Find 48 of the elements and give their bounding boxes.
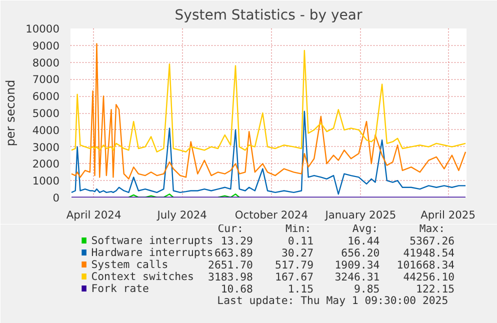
x-tick-label: April 2025 (420, 208, 476, 222)
x-tick-label: April 2024 (66, 208, 122, 222)
y-tick-label: 6000 (32, 90, 60, 104)
text: 2651.70 (208, 258, 253, 272)
y-tick-label: 10000 (26, 22, 60, 36)
y-axis-title: per second (4, 80, 18, 146)
text: 517.79 (275, 258, 314, 272)
line-series (70, 50, 466, 152)
y-tick-label: 9000 (32, 39, 60, 52)
y-tick-label: 1000 (32, 174, 60, 188)
text: 0.11 (288, 234, 314, 248)
text: 10.68 (220, 282, 253, 296)
text: 122.15 (416, 282, 455, 296)
y-tick-label: 4000 (32, 124, 60, 137)
legend-label: Context switches (91, 270, 194, 283)
y-tick-label: 7000 (32, 73, 60, 86)
text: 44256.10 (403, 270, 455, 284)
text: 9.85 (354, 282, 380, 296)
text: 3246.31 (334, 270, 380, 284)
line-series (70, 110, 466, 195)
y-tick-label: 3000 (32, 140, 60, 154)
chart-title: System Statistics - by year (174, 8, 362, 24)
y-tick-label: 0 (52, 192, 60, 204)
legend-label: Fork rate (91, 282, 149, 295)
x-tick-label: October 2024 (234, 208, 308, 222)
text: Avg: (352, 222, 378, 235)
text: 656.20 (341, 246, 380, 260)
x-tick-label: January 2025 (324, 208, 396, 222)
x-tick-label: July 2024 (156, 208, 208, 222)
legend-label: Hardware interrupts (91, 246, 214, 259)
y-tick-label: 8000 (32, 56, 60, 70)
legend-label: Software interrupts (91, 234, 214, 247)
text: 663.89 (214, 246, 253, 260)
y-tick-label: 5000 (32, 107, 60, 120)
legend-label: System calls (91, 258, 168, 271)
text: 1.15 (288, 282, 314, 296)
text: 16.44 (348, 234, 380, 248)
y-tick-label: 2000 (32, 158, 60, 171)
text: 3183.98 (208, 270, 253, 284)
text: 167.67 (275, 270, 314, 284)
text: Max: (419, 222, 445, 235)
text: 30.27 (281, 246, 314, 260)
text: 13.29 (220, 234, 253, 248)
text: 41948.54 (403, 246, 455, 260)
text: 101668.34 (396, 258, 455, 272)
text: 5367.26 (410, 234, 455, 248)
text: Last update: Thu May 1 09:30:00 2025 (217, 294, 448, 307)
text: 1909.34 (334, 258, 380, 272)
